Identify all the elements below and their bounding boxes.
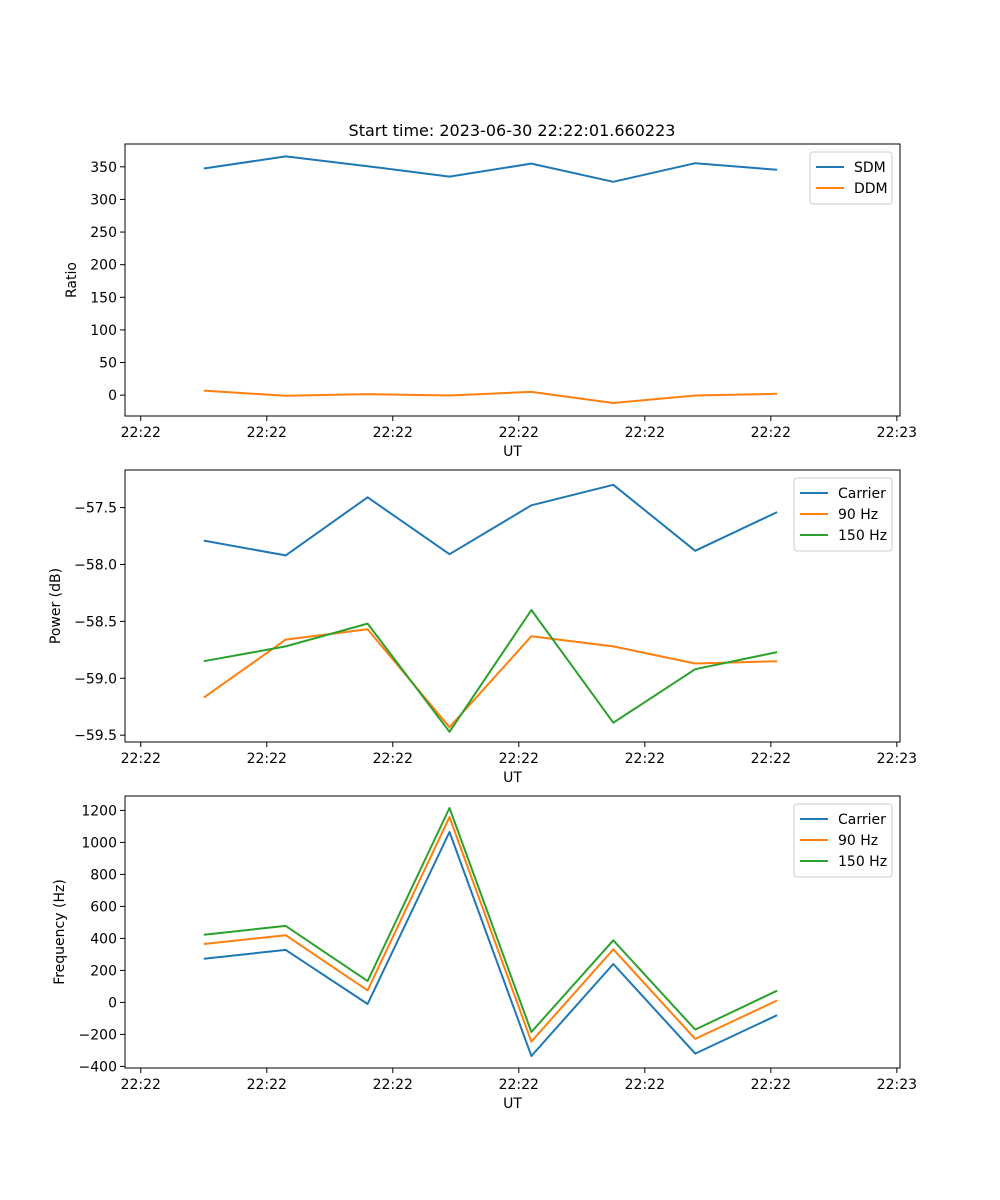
y-tick-label: 200 xyxy=(90,258,117,274)
legend: Carrier 90 Hz 150 Hz xyxy=(793,477,893,552)
y-tick-label: −58.0 xyxy=(74,557,117,573)
legend-entry: 150 Hz xyxy=(838,528,887,544)
x-tick-label: 22:22 xyxy=(499,1077,539,1093)
legend-box xyxy=(793,477,893,552)
x-tick-label: 22:22 xyxy=(373,751,413,767)
y-tick-label: −59.5 xyxy=(74,728,117,744)
x-tick-label: 22:22 xyxy=(751,751,791,767)
y-tick-label: −200 xyxy=(79,1027,117,1043)
x-tick-label: 22:23 xyxy=(877,1077,917,1093)
x-tick-label: 22:22 xyxy=(625,751,665,767)
y-axis-label: Ratio xyxy=(64,262,80,298)
x-tick-label: 22:22 xyxy=(373,425,413,441)
y-axis-label: Power (dB) xyxy=(48,568,64,644)
x-tick-label: 22:23 xyxy=(877,425,917,441)
legend: SDM DDM xyxy=(809,151,893,205)
x-axis-label: UT xyxy=(503,444,522,460)
series-line-sdm xyxy=(203,155,778,183)
x-tick-label: 22:22 xyxy=(625,1077,665,1093)
x-tick-label: 22:22 xyxy=(121,1077,161,1093)
y-tick-label: 250 xyxy=(90,225,117,241)
legend-box xyxy=(793,803,893,878)
figure-title: Start time: 2023-06-30 22:22:01.660223 xyxy=(349,121,676,140)
x-tick-label: 22:22 xyxy=(751,1077,791,1093)
legend-entry: 90 Hz xyxy=(838,833,878,849)
y-axis-label: Frequency (Hz) xyxy=(52,879,68,985)
y-tick-label: 100 xyxy=(90,323,117,339)
x-tick-label: 22:22 xyxy=(247,1077,287,1093)
x-tick-label: 22:22 xyxy=(247,425,287,441)
x-tick-label: 22:22 xyxy=(499,751,539,767)
plot-frame xyxy=(124,469,901,743)
x-tick-label: 22:22 xyxy=(625,425,665,441)
y-tick-label: 800 xyxy=(90,867,117,883)
y-tick-label: −59.0 xyxy=(74,671,117,687)
plot-frame xyxy=(124,795,901,1069)
series-line-ddm xyxy=(203,389,778,404)
y-tick-label: 1000 xyxy=(81,835,117,851)
x-axis-label: UT xyxy=(503,1096,522,1112)
legend: Carrier 90 Hz 150 Hz xyxy=(793,803,893,878)
y-tick-label: 50 xyxy=(99,356,117,372)
y-tick-label: 200 xyxy=(90,963,117,979)
y-tick-label: 1200 xyxy=(81,803,117,819)
y-tick-label: −58.5 xyxy=(74,614,117,630)
y-tick-label: 350 xyxy=(90,160,117,176)
y-tick-label: 400 xyxy=(90,931,117,947)
legend-entry: 90 Hz xyxy=(838,507,878,523)
y-tick-label: 150 xyxy=(90,290,117,306)
plot-frame xyxy=(124,143,901,417)
x-tick-label: 22:22 xyxy=(121,425,161,441)
x-tick-label: 22:23 xyxy=(877,751,917,767)
x-tick-label: 22:22 xyxy=(121,751,161,767)
series-line-carrier xyxy=(203,831,778,1057)
x-tick-label: 22:22 xyxy=(373,1077,413,1093)
y-tick-label: 300 xyxy=(90,192,117,208)
legend-entry: SDM xyxy=(854,160,886,176)
legend-entry: DDM xyxy=(854,181,888,197)
legend-entry: Carrier xyxy=(838,486,886,502)
legend-entry: 150 Hz xyxy=(838,854,887,870)
x-tick-label: 22:22 xyxy=(499,425,539,441)
x-axis-label: UT xyxy=(503,770,522,786)
y-tick-label: 600 xyxy=(90,899,117,915)
series-line-90-hz xyxy=(203,628,778,729)
y-tick-label: 0 xyxy=(108,388,117,404)
legend-box xyxy=(809,151,893,205)
y-tick-label: −57.5 xyxy=(74,501,117,517)
series-line-150-hz xyxy=(203,609,778,733)
y-tick-label: 0 xyxy=(108,995,117,1011)
subplot-3: 22:22 22:22 22:22 22:22 22:22 22:22 22:23 1200 1… xyxy=(52,795,917,1112)
y-tick-label: −400 xyxy=(79,1059,117,1075)
x-tick-label: 22:22 xyxy=(247,751,287,767)
series-line-150-hz xyxy=(203,807,778,1033)
series-line-carrier xyxy=(203,483,778,557)
legend-entry: Carrier xyxy=(838,812,886,828)
series-line-90-hz xyxy=(203,816,778,1043)
subplot-1: 22:22 22:22 22:22 22:22 22:22 22:22 22:23 0 50 10… xyxy=(64,143,917,460)
x-tick-label: 22:22 xyxy=(751,425,791,441)
subplot-2: 22:22 22:22 22:22 22:22 22:22 22:22 22:23 −57.5… xyxy=(48,469,917,786)
